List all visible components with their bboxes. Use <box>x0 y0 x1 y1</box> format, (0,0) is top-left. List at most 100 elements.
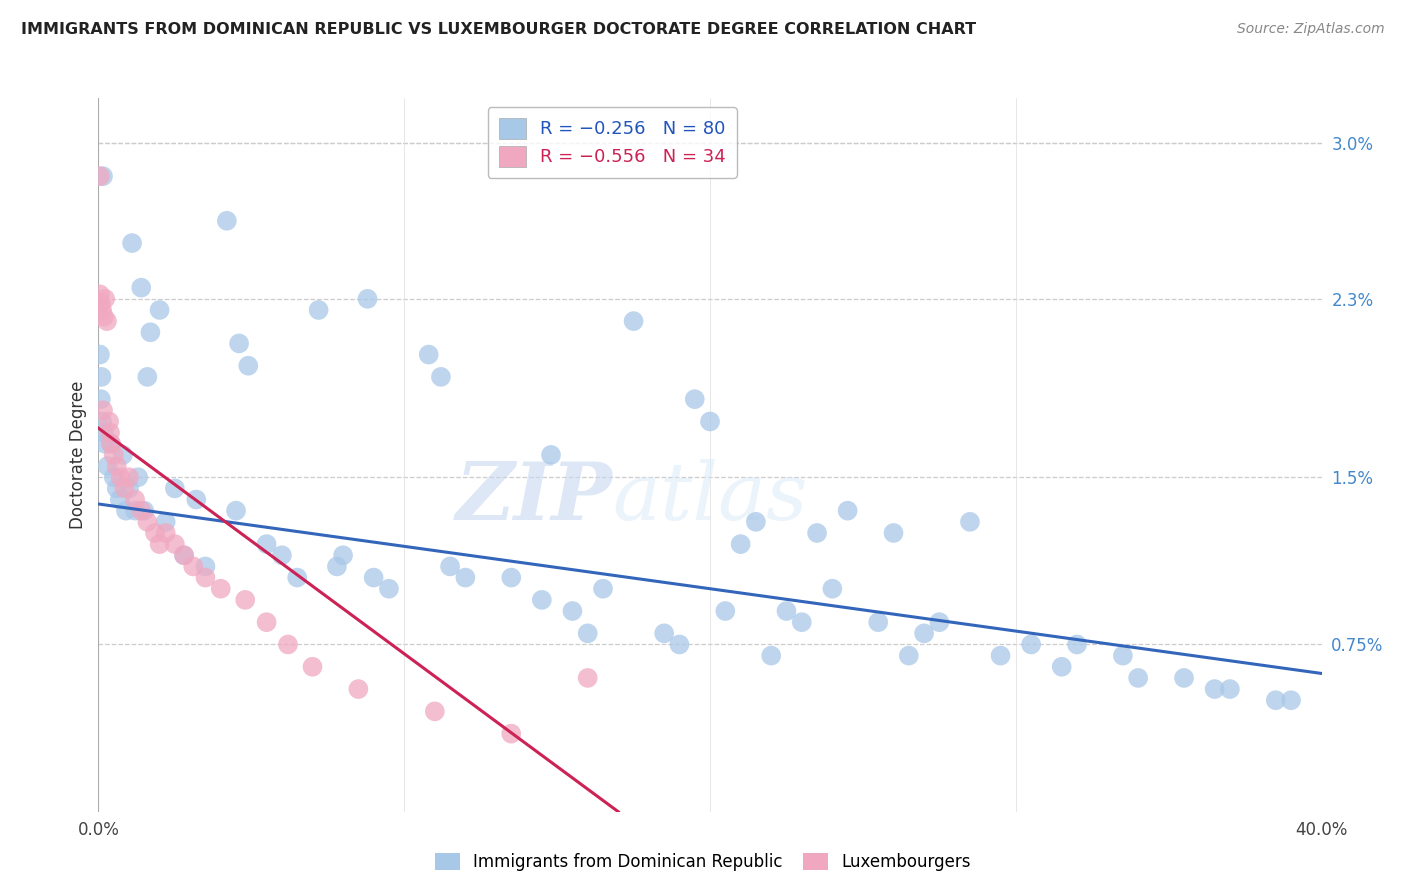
Point <box>423 705 446 719</box>
Point <box>89 169 111 184</box>
Point <box>837 503 859 517</box>
Point <box>418 348 440 362</box>
Point <box>233 592 256 607</box>
Point <box>326 559 349 574</box>
Point <box>118 482 141 496</box>
Point <box>576 626 599 640</box>
Point <box>347 681 370 696</box>
Point <box>1279 693 1302 707</box>
Point <box>912 626 935 640</box>
Point <box>623 314 645 328</box>
Point <box>94 292 117 306</box>
Point <box>576 671 599 685</box>
Point <box>332 548 354 563</box>
Point <box>501 571 523 585</box>
Text: Source: ZipAtlas.com: Source: ZipAtlas.com <box>1237 22 1385 37</box>
Point <box>163 482 186 496</box>
Point <box>89 287 111 301</box>
Point <box>1050 660 1073 674</box>
Point <box>91 169 114 184</box>
Point <box>530 592 553 607</box>
Point <box>121 236 143 251</box>
Point <box>1066 637 1088 651</box>
Point <box>897 648 920 663</box>
Point <box>1173 671 1195 685</box>
Point <box>127 470 149 484</box>
Legend: Immigrants from Dominican Republic, Luxembourgers: Immigrants from Dominican Republic, Luxe… <box>427 845 979 880</box>
Point <box>730 537 752 551</box>
Point <box>194 571 217 585</box>
Point <box>136 369 159 384</box>
Point <box>98 414 121 429</box>
Point <box>89 348 111 362</box>
Point <box>105 458 128 473</box>
Point <box>1019 637 1042 651</box>
Point <box>745 515 768 529</box>
Point <box>186 492 208 507</box>
Point <box>868 615 890 630</box>
Point <box>821 582 844 596</box>
Point <box>124 492 146 507</box>
Point <box>761 648 783 663</box>
Point <box>209 582 232 596</box>
Point <box>1204 681 1226 696</box>
Point <box>163 537 186 551</box>
Legend: R = −0.256   N = 80, R = −0.556   N = 34: R = −0.256 N = 80, R = −0.556 N = 34 <box>488 107 737 178</box>
Point <box>561 604 583 618</box>
Point <box>652 626 675 640</box>
Point <box>1128 671 1150 685</box>
Point <box>308 303 330 318</box>
Point <box>100 436 122 450</box>
Point <box>108 492 131 507</box>
Point <box>1219 681 1241 696</box>
Point <box>91 403 114 417</box>
Point <box>238 359 260 373</box>
Point <box>430 369 453 384</box>
Point <box>149 303 172 318</box>
Point <box>155 515 177 529</box>
Point <box>118 470 141 484</box>
Point <box>775 604 797 618</box>
Point <box>959 515 981 529</box>
Point <box>454 571 477 585</box>
Point <box>129 280 152 294</box>
Point <box>173 548 195 563</box>
Point <box>1264 693 1286 707</box>
Point <box>134 503 156 517</box>
Point <box>714 604 737 618</box>
Point <box>91 303 114 318</box>
Point <box>91 414 114 429</box>
Point <box>790 615 813 630</box>
Point <box>301 660 323 674</box>
Point <box>378 582 401 596</box>
Point <box>285 571 308 585</box>
Point <box>155 526 177 541</box>
Point <box>149 537 172 551</box>
Point <box>139 325 162 339</box>
Point <box>194 559 217 574</box>
Text: IMMIGRANTS FROM DOMINICAN REPUBLIC VS LUXEMBOURGER DOCTORATE DEGREE CORRELATION : IMMIGRANTS FROM DOMINICAN REPUBLIC VS LU… <box>21 22 976 37</box>
Point <box>225 503 247 517</box>
Point <box>928 615 950 630</box>
Point <box>103 448 125 462</box>
Point <box>501 726 523 740</box>
Point <box>806 526 828 541</box>
Text: ZIP: ZIP <box>456 459 612 536</box>
Point <box>90 296 112 310</box>
Point <box>363 571 385 585</box>
Point <box>93 310 115 324</box>
Point <box>90 392 112 407</box>
Point <box>129 503 152 517</box>
Point <box>592 582 614 596</box>
Point <box>111 448 134 462</box>
Point <box>96 314 118 328</box>
Point <box>540 448 562 462</box>
Point <box>97 458 120 473</box>
Point <box>699 414 721 429</box>
Point <box>105 482 128 496</box>
Point <box>112 482 135 496</box>
Point <box>173 548 195 563</box>
Point <box>277 637 299 651</box>
Point <box>270 548 294 563</box>
Point <box>90 369 112 384</box>
